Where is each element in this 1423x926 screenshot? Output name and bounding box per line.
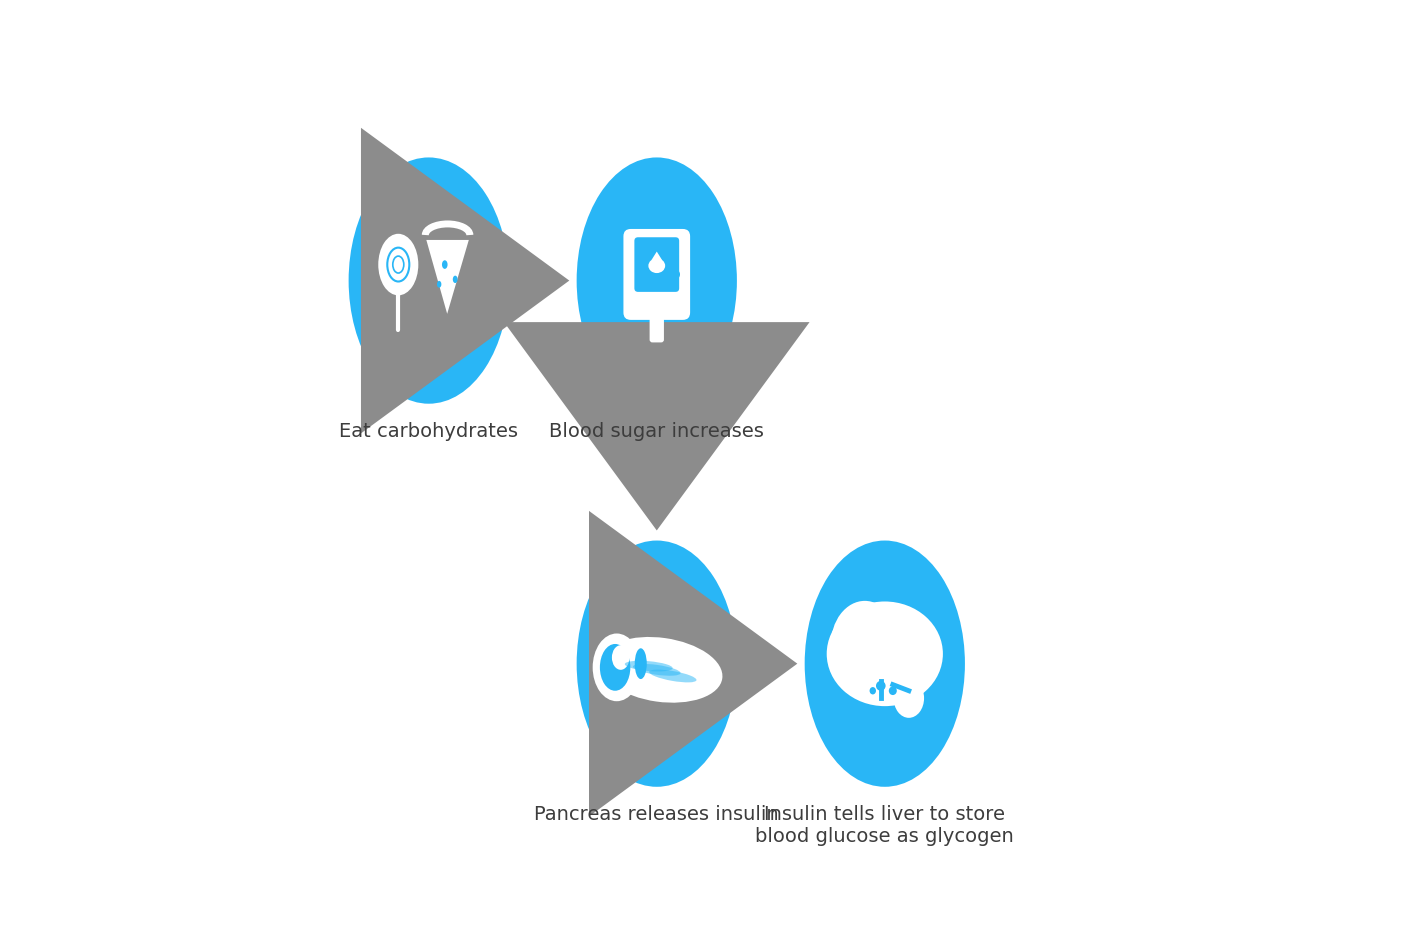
Ellipse shape: [804, 541, 965, 787]
Ellipse shape: [443, 260, 448, 269]
Ellipse shape: [881, 613, 933, 690]
Ellipse shape: [349, 157, 509, 404]
Ellipse shape: [633, 664, 680, 676]
Ellipse shape: [827, 602, 943, 707]
Ellipse shape: [894, 679, 924, 718]
Ellipse shape: [612, 645, 629, 669]
Ellipse shape: [379, 233, 418, 295]
Ellipse shape: [831, 601, 899, 690]
Text: Blood sugar increases: Blood sugar increases: [549, 422, 764, 441]
Ellipse shape: [601, 644, 630, 691]
Text: Eat carbohydrates: Eat carbohydrates: [339, 422, 518, 441]
Ellipse shape: [576, 541, 737, 787]
FancyBboxPatch shape: [635, 237, 679, 292]
Text: Insulin tells liver to store
blood glucose as glycogen: Insulin tells liver to store blood gluco…: [756, 806, 1015, 846]
FancyBboxPatch shape: [623, 229, 690, 319]
Ellipse shape: [649, 258, 665, 273]
Ellipse shape: [877, 681, 885, 691]
Polygon shape: [652, 252, 662, 260]
Ellipse shape: [869, 687, 877, 694]
Ellipse shape: [599, 637, 723, 703]
Ellipse shape: [673, 270, 680, 279]
Ellipse shape: [437, 281, 441, 288]
Polygon shape: [427, 240, 468, 314]
FancyBboxPatch shape: [650, 310, 665, 343]
Ellipse shape: [576, 157, 737, 404]
Ellipse shape: [625, 661, 673, 671]
Ellipse shape: [592, 633, 640, 701]
Ellipse shape: [635, 648, 647, 679]
Ellipse shape: [649, 669, 696, 682]
Ellipse shape: [889, 686, 896, 695]
Ellipse shape: [453, 276, 458, 283]
Ellipse shape: [693, 659, 720, 693]
Text: Pancreas releases insulin: Pancreas releases insulin: [535, 806, 778, 824]
